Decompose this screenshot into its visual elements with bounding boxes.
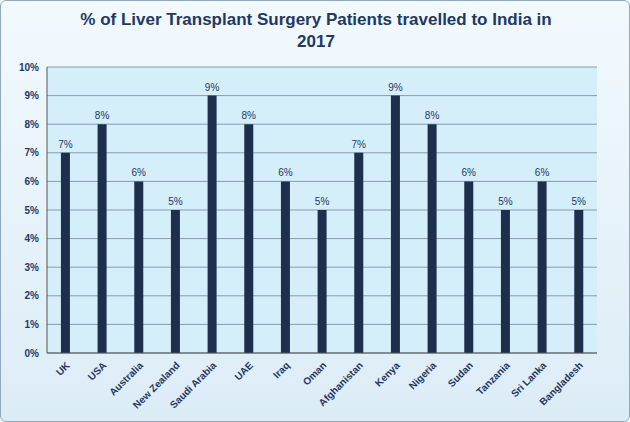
svg-text:9%: 9% [388,82,403,93]
svg-text:UAE: UAE [232,359,255,382]
svg-text:8%: 8% [95,110,110,121]
svg-text:Sudan: Sudan [446,360,475,389]
svg-text:6%: 6% [25,176,40,187]
svg-text:5%: 5% [572,196,587,207]
svg-text:Afghanistan: Afghanistan [316,360,365,409]
svg-text:8%: 8% [242,110,257,121]
html-text:% of Liver Transplant Surgery: % of Liver Transplant Surgery Patients t… [80,10,552,51]
svg-text:5%: 5% [25,205,40,216]
svg-text:5%: 5% [498,196,513,207]
svg-text:6%: 6% [462,167,477,178]
svg-text:6%: 6% [535,167,550,178]
svg-text:Bangladesh: Bangladesh [537,360,585,408]
svg-text:0%: 0% [25,348,40,359]
svg-text:Iraq: Iraq [271,360,292,381]
svg-text:USA: USA [86,360,109,383]
svg-text:Sri Lanka: Sri Lanka [508,359,549,400]
svg-text:10%: 10% [19,62,39,73]
svg-text:2%: 2% [25,290,40,301]
svg-text:Tanzania: Tanzania [474,359,512,397]
svg-text:6%: 6% [132,167,147,178]
svg-text:8%: 8% [425,110,440,121]
svg-text:4%: 4% [25,233,40,244]
svg-text:3%: 3% [25,262,40,273]
svg-text:9%: 9% [205,82,220,93]
svg-text:Australia: Australia [107,359,145,397]
svg-text:7%: 7% [25,147,40,158]
svg-text:Oman: Oman [301,360,329,388]
svg-text:Saudi Arabia: Saudi Arabia [168,359,219,410]
svg-text:9%: 9% [25,90,40,101]
svg-text:5%: 5% [315,196,330,207]
svg-text:Kenya: Kenya [373,359,402,388]
svg-text:5%: 5% [168,196,183,207]
svg-text:New Zealand: New Zealand [130,359,182,411]
svg-text:7%: 7% [352,139,367,150]
svg-text:1%: 1% [25,319,40,330]
svg-text:Nigeria: Nigeria [407,359,439,391]
svg-text:6%: 6% [278,167,293,178]
svg-text:UK: UK [54,359,73,378]
svg-text:8%: 8% [25,119,40,130]
svg-text:7%: 7% [58,139,73,150]
